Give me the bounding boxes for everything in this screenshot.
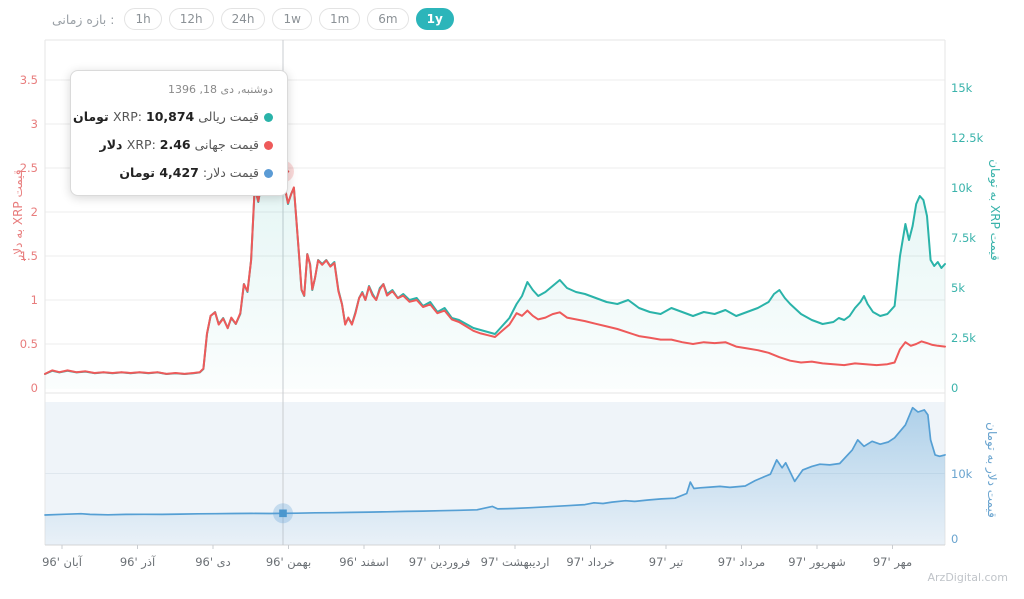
left-axis-tick: 0 — [30, 381, 38, 395]
left-axis-tick: 2 — [30, 205, 38, 219]
right-top-axis-tick: 12.5k — [951, 131, 984, 145]
series-dot-icon — [264, 113, 273, 122]
watermark: ArzDigital.com — [927, 571, 1009, 584]
x-axis-month-label: دی '96 — [195, 555, 231, 569]
x-axis-month-label: خرداد '97 — [566, 555, 615, 569]
right-top-axis-title: قیمت XRP به تومان — [988, 159, 1002, 261]
usd-toman-area — [45, 407, 945, 545]
left-axis-tick: 3 — [30, 117, 38, 131]
x-axis-month-label: فروردین '97 — [408, 555, 471, 569]
tooltip-row-2: قیمت دلار: 4,427 تومان — [85, 165, 273, 180]
time-range-label: بازه زمانی : — [52, 11, 115, 27]
left-axis-tick: 1 — [30, 293, 38, 307]
x-axis-month-label: آبان '96 — [42, 555, 82, 569]
tooltip-row-1: قیمت جهانی XRP: 2.46 دلار — [85, 137, 273, 152]
time-range-button-1h[interactable]: 1h — [124, 8, 162, 30]
right-bottom-axis-title: قیمت دلار به تومان — [985, 422, 999, 518]
right-top-axis-tick: 10k — [951, 181, 973, 195]
usd-toman-line — [44, 406, 946, 516]
x-axis-month-label: اسفند '96 — [339, 555, 389, 569]
right-top-axis-tick: 0 — [951, 381, 959, 395]
right-top-axis-tick: 2.5k — [951, 331, 976, 345]
right-top-axis-tick: 15k — [951, 81, 973, 95]
right-bottom-axis-tick: 10k — [951, 466, 973, 481]
tooltip-rows: قیمت ریالی XRP: 10,874 تومان قیمت جهانی X… — [73, 109, 273, 180]
series-dot-icon — [264, 141, 273, 150]
tooltip-date: دوشنبه, دی 18, 1396 — [168, 83, 273, 96]
time-range-button-1w[interactable]: 1w — [272, 8, 312, 30]
x-axis-month-label: بهمن '96 — [265, 555, 312, 569]
xrp-usd-line — [44, 91, 946, 375]
x-axis-month-label: تیر '97 — [648, 555, 684, 569]
chart-tooltip: دوشنبه, دی 18, 1396 قیمت ریالی XRP: 10,8… — [70, 70, 288, 196]
time-range-button-24h[interactable]: 24h — [220, 8, 266, 30]
selected-point-square-marker[interactable] — [279, 509, 287, 518]
left-axis-tick: 0.5 — [19, 337, 38, 351]
tooltip-row-0: قیمت ریالی XRP: 10,874 تومان — [73, 109, 273, 124]
x-axis-month-label: اردیبهشت '97 — [480, 555, 550, 569]
right-top-axis-tick: 7.5k — [951, 231, 976, 245]
left-axis-tick: 1.5 — [19, 249, 38, 263]
time-range-bar: بازه زمانی : 1h 12h 24h 1w 1m 6m 1y — [52, 8, 454, 30]
time-range-button-1y[interactable]: 1y — [415, 8, 454, 30]
time-range-buttons: 1h 12h 24h 1w 1m 6m 1y — [124, 8, 454, 30]
right-bottom-axis-tick: 0 — [951, 532, 959, 546]
x-axis-month-label: مهر '97 — [872, 555, 913, 569]
x-axis-month-label: مرداد '97 — [717, 555, 766, 569]
time-range-button-1m[interactable]: 1m — [318, 8, 361, 30]
time-range-button-6m[interactable]: 6m — [367, 8, 409, 30]
x-axis-month-label: آذر '96 — [119, 555, 156, 569]
left-axis-tick: 3.5 — [19, 73, 38, 87]
right-top-axis-tick: 5k — [951, 281, 965, 295]
left-axis-title: قیمت XRP به دلار — [11, 169, 25, 261]
time-range-button-12h[interactable]: 12h — [168, 8, 214, 30]
left-axis-tick: 2.5 — [19, 161, 38, 175]
x-axis-month-label: شهریور '97 — [788, 555, 846, 569]
series-dot-icon — [264, 169, 273, 178]
